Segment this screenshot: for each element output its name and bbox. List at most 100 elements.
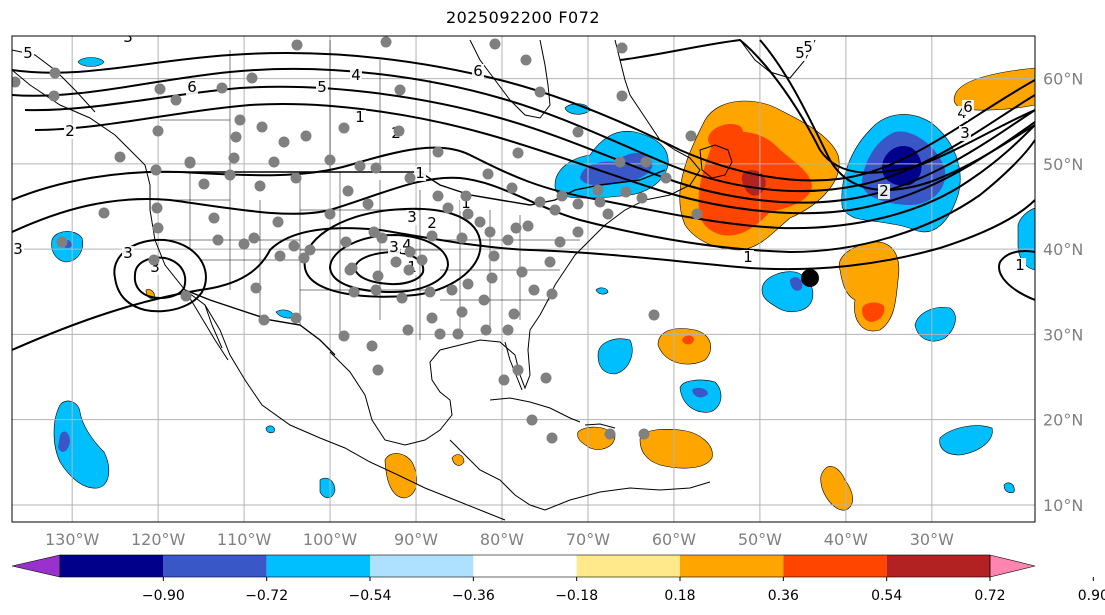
contour-label: 1 [415,164,425,182]
station-dot [510,222,522,234]
map-frame [11,35,1036,523]
contour-label-background [426,216,438,231]
station-dot [148,254,160,266]
station-dot [274,250,286,262]
station-dot [208,212,220,224]
station-dot [478,294,490,306]
country-borders [145,169,666,356]
station-dot [348,286,360,298]
station-dot [248,232,260,244]
greenland-coastline [739,39,816,79]
station-dot [154,83,166,95]
longitude-label: 110°W [217,530,272,549]
contour-line [12,52,1035,182]
contour-label-background [959,126,971,141]
latitude-labels: 10°N 20°N 30°N 40°N 50°N 60°N [1043,70,1083,515]
station-dot [648,309,660,321]
longitude-label: 60°W [652,530,696,549]
station-dot [114,151,126,163]
station-dot [512,364,524,376]
hudson-bay-coastline [469,39,551,119]
station-dot [534,86,546,98]
colorbar-segment [886,555,990,577]
longitude-label: 80°W [480,530,524,549]
station-dot [572,126,584,138]
latitude-label: 40°N [1043,240,1083,259]
station-dot [366,340,378,352]
station-dot [98,207,110,219]
contour-line [113,238,207,313]
colorbar-outline [59,554,991,578]
contour-label: 3 [407,208,417,226]
station-dot [638,428,650,440]
station-dot [212,234,224,246]
station-dot [452,328,464,340]
station-dot [238,238,250,250]
station-dot [691,208,703,220]
station-dot [502,324,514,336]
contour-label: 5 [795,44,805,62]
station-dot [416,254,428,266]
station-dot [572,198,584,210]
colorbar-segment [473,555,577,577]
station-dot [372,270,384,282]
station-dot [278,136,290,148]
station-dot [344,264,356,276]
station-dot [446,284,458,296]
station-dot [256,121,268,133]
contour-label-background [122,36,134,45]
station-dot [228,152,240,164]
station-dot [488,250,500,262]
negative-anomaly-region [914,307,956,342]
station-dot [288,240,300,252]
negative-anomaly-region [595,287,609,295]
station-dot [528,284,540,296]
contour-label: 4 [351,66,361,84]
gulf-coastline [329,314,541,446]
colorbar-segment [783,555,887,577]
station-dot [150,164,162,176]
cuba-coastline [489,397,581,423]
longitude-label: 40°W [824,530,868,549]
station-dot [324,208,336,220]
contour-line [998,250,1035,301]
station-dot [394,84,406,96]
station-dot [549,204,561,216]
longitude-label: 120°W [131,530,186,549]
latitude-label: 10°N [1043,496,1083,515]
contour-label-background [414,166,426,181]
negative-anomaly-region [53,400,110,489]
contour-label: 3 [150,258,160,276]
longitude-label: 90°W [394,530,438,549]
station-dot [368,226,380,238]
latitude-label: 50°N [1043,155,1083,174]
colorbar-segment [266,555,370,577]
station-dot [404,172,416,184]
contour-line [353,250,425,286]
contour-label: 1 [461,194,471,212]
negative-anomaly-region [265,425,275,434]
contour-label: 1 [743,248,753,266]
station-dot [474,216,486,228]
station-dot [636,192,648,204]
colorbar-tick-label: 0.72 [974,588,1005,604]
contour-label: 5 [317,78,327,96]
station-dot [290,312,302,324]
station-dot [502,234,514,246]
colorbar-segment [370,555,474,577]
negative-anomaly-region [939,425,993,456]
station-dot [506,182,518,194]
strong-negative-anomaly-region [580,153,653,186]
station-dot [338,122,350,134]
station-dot [554,236,566,248]
longitude-label: 130°W [45,530,100,549]
station-dot [484,226,496,238]
station-dot [396,292,408,304]
negative-anomaly-region [77,57,105,67]
contour-label: 3 [960,124,970,142]
station-dot [230,131,242,143]
station-dot [544,256,556,268]
colorbar-segment [163,555,267,577]
contour-label-background [878,184,890,199]
